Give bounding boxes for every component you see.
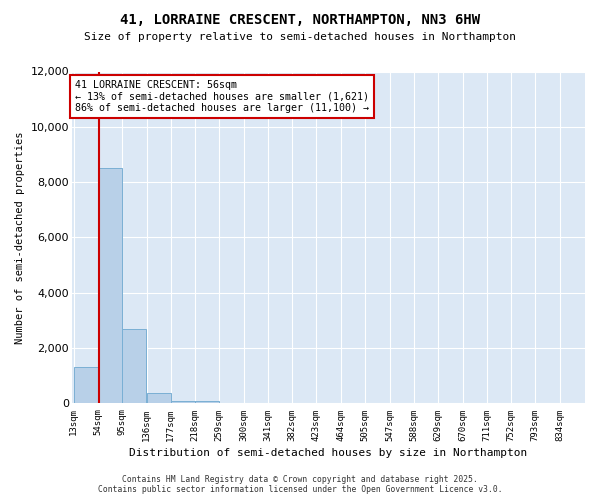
X-axis label: Distribution of semi-detached houses by size in Northampton: Distribution of semi-detached houses by … xyxy=(130,448,527,458)
Bar xyxy=(171,400,195,404)
Bar xyxy=(74,368,98,404)
Bar xyxy=(195,400,219,404)
Text: 41 LORRAINE CRESCENT: 56sqm
← 13% of semi-detached houses are smaller (1,621)
86: 41 LORRAINE CRESCENT: 56sqm ← 13% of sem… xyxy=(75,80,369,113)
Text: Contains HM Land Registry data © Crown copyright and database right 2025.
Contai: Contains HM Land Registry data © Crown c… xyxy=(98,474,502,494)
Text: 41, LORRAINE CRESCENT, NORTHAMPTON, NN3 6HW: 41, LORRAINE CRESCENT, NORTHAMPTON, NN3 … xyxy=(120,12,480,26)
Y-axis label: Number of semi-detached properties: Number of semi-detached properties xyxy=(15,131,25,344)
Bar xyxy=(122,329,146,404)
Bar xyxy=(98,168,122,404)
Text: Size of property relative to semi-detached houses in Northampton: Size of property relative to semi-detach… xyxy=(84,32,516,42)
Bar xyxy=(146,393,170,404)
